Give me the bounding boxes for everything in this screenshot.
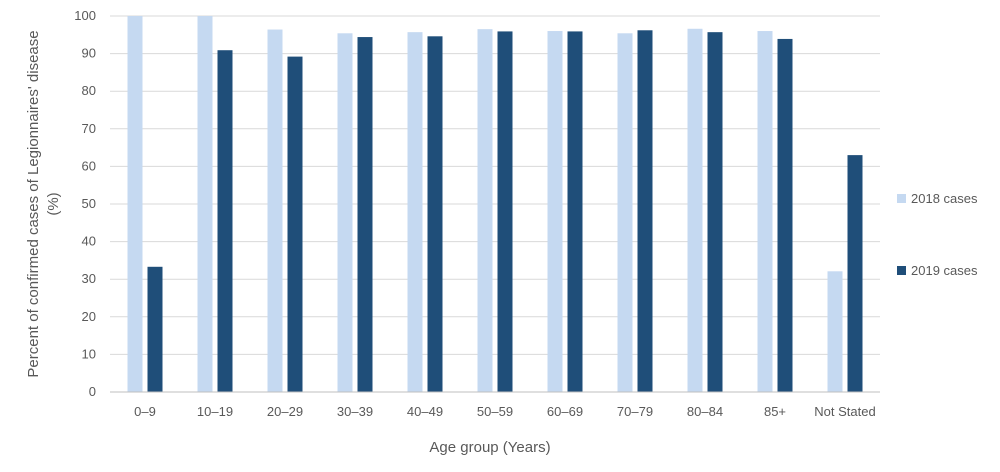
y-tick-label: 60 (82, 158, 96, 173)
bar-2019 (217, 50, 233, 392)
bar-2019 (777, 38, 793, 392)
bar-2018 (477, 29, 493, 392)
x-axis-title: Age group (Years) (429, 439, 550, 456)
x-tick-label: 50–59 (477, 404, 513, 419)
bar-2018 (827, 271, 843, 392)
bars (127, 16, 863, 393)
axes: 0 10 20 30 40 50 60 70 80 90 100 0–9 10–19 20–29 30–39… (74, 8, 880, 419)
x-tick-label: 10–19 (197, 404, 233, 419)
legend-swatch (897, 194, 906, 203)
bar-2018 (617, 33, 633, 393)
x-tick-label: Not Stated (814, 404, 875, 419)
bar-2018 (547, 31, 563, 392)
gridlines (110, 15, 880, 393)
legend: 2018 cases 2019 cases (897, 191, 978, 278)
legend-label: 2019 cases (911, 263, 978, 278)
bar-2018 (687, 28, 703, 393)
bar-2019 (287, 56, 303, 392)
y-tick-label: 80 (82, 83, 96, 98)
bar-2019 (707, 32, 723, 392)
y-tick-label: 40 (82, 234, 96, 249)
bar-2019 (147, 266, 163, 392)
bar-2018 (127, 16, 143, 392)
bar-2019 (567, 31, 583, 392)
x-tick-label: 80–84 (687, 404, 723, 419)
bar-2018 (267, 29, 283, 392)
y-tick-label: 0 (89, 384, 96, 399)
y-tick-label: 100 (74, 8, 96, 23)
bar-2018 (197, 16, 213, 392)
y-tick-label: 30 (82, 271, 96, 286)
bar-2018 (757, 31, 773, 392)
bar-2019 (637, 30, 653, 393)
bar-2018 (407, 32, 423, 392)
bar-2019 (427, 36, 443, 392)
bar-2019 (847, 155, 863, 392)
y-axis-title-line-2: (%) (45, 192, 62, 215)
x-tick-label: 0–9 (134, 404, 156, 419)
x-tick-label: 70–79 (617, 404, 653, 419)
y-axis-title-line-1: Percent of confirmed cases of Legionnair… (25, 30, 42, 377)
y-tick-label: 50 (82, 196, 96, 211)
x-tick-label: 20–29 (267, 404, 303, 419)
legend-swatch (897, 266, 906, 275)
x-tick-label: 60–69 (547, 404, 583, 419)
bar-2019 (357, 37, 373, 392)
y-tick-label: 10 (82, 346, 96, 361)
x-tick-label: 85+ (764, 404, 786, 419)
y-tick-label: 20 (82, 309, 96, 324)
bar-2018 (337, 33, 353, 393)
legend-label: 2018 cases (911, 191, 978, 206)
y-tick-label: 70 (82, 121, 96, 136)
y-tick-label: 90 (82, 46, 96, 61)
x-tick-label: 30–39 (337, 404, 373, 419)
x-tick-label: 40–49 (407, 404, 443, 419)
bar-2019 (497, 31, 513, 392)
